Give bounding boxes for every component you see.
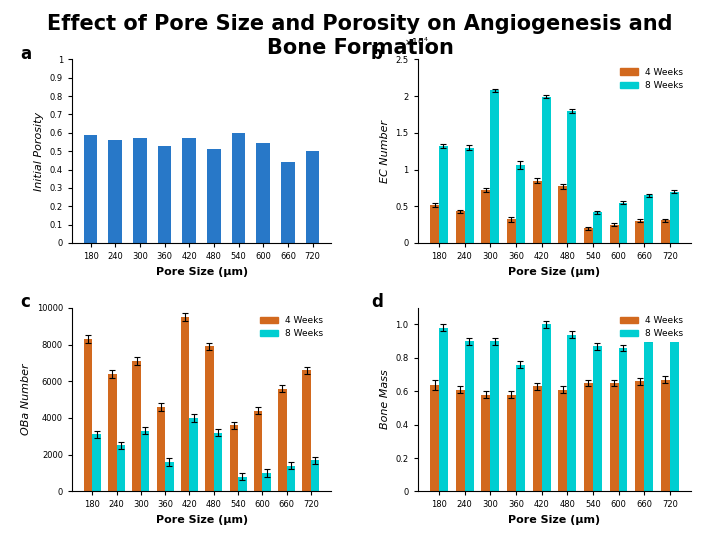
Text: $\times10^{4}$: $\times10^{4}$: [404, 36, 428, 49]
Bar: [133, 138, 147, 243]
Bar: [430, 384, 439, 491]
Bar: [464, 147, 474, 243]
Bar: [132, 361, 141, 491]
Bar: [464, 341, 474, 491]
Bar: [516, 165, 525, 243]
Bar: [214, 433, 222, 491]
Bar: [661, 380, 670, 491]
Bar: [670, 336, 679, 491]
Bar: [232, 133, 246, 243]
Bar: [256, 143, 270, 243]
Bar: [182, 138, 196, 243]
Bar: [306, 151, 320, 243]
Bar: [482, 190, 490, 243]
Legend: 4 Weeks, 8 Weeks: 4 Weeks, 8 Weeks: [616, 312, 687, 342]
Bar: [439, 328, 448, 491]
Bar: [262, 473, 271, 491]
Bar: [533, 386, 541, 491]
Bar: [584, 383, 593, 491]
Bar: [282, 162, 294, 243]
Bar: [207, 150, 221, 243]
Bar: [92, 435, 101, 491]
Bar: [635, 381, 644, 491]
Bar: [439, 146, 448, 243]
Bar: [558, 389, 567, 491]
Bar: [205, 346, 214, 491]
Bar: [661, 220, 670, 243]
Text: c: c: [20, 293, 30, 311]
Bar: [490, 341, 499, 491]
Bar: [158, 146, 171, 243]
Bar: [610, 383, 618, 491]
Y-axis label: Initial Porosity: Initial Porosity: [34, 112, 44, 191]
Text: Effect of Pore Size and Porosity on Angiogenesis and
Bone Formation: Effect of Pore Size and Porosity on Angi…: [48, 14, 672, 58]
Bar: [109, 140, 122, 243]
Bar: [507, 219, 516, 243]
Bar: [117, 446, 125, 491]
Bar: [567, 111, 576, 243]
Bar: [230, 426, 238, 491]
Legend: 4 Weeks, 8 Weeks: 4 Weeks, 8 Weeks: [256, 312, 327, 342]
Bar: [644, 338, 653, 491]
X-axis label: Pore Size (μm): Pore Size (μm): [156, 267, 248, 276]
Text: a: a: [20, 45, 31, 63]
Bar: [456, 389, 464, 491]
X-axis label: Pore Size (μm): Pore Size (μm): [508, 267, 600, 276]
Bar: [84, 339, 92, 491]
X-axis label: Pore Size (μm): Pore Size (μm): [508, 515, 600, 525]
Bar: [490, 90, 499, 243]
Bar: [254, 410, 262, 491]
Bar: [593, 346, 602, 491]
Bar: [567, 334, 576, 491]
Bar: [593, 212, 602, 243]
Text: b: b: [371, 45, 383, 63]
Bar: [558, 186, 567, 243]
Bar: [157, 407, 165, 491]
Text: d: d: [371, 293, 383, 311]
Bar: [635, 221, 644, 243]
Bar: [165, 462, 174, 491]
Bar: [189, 418, 198, 491]
Bar: [507, 395, 516, 491]
Bar: [644, 195, 653, 243]
Bar: [541, 325, 551, 491]
Bar: [541, 97, 551, 243]
Bar: [141, 431, 149, 491]
Bar: [618, 202, 627, 243]
Bar: [618, 348, 627, 491]
Y-axis label: EC Number: EC Number: [380, 120, 390, 183]
Bar: [533, 180, 541, 243]
Bar: [84, 134, 97, 243]
Bar: [278, 389, 287, 491]
Bar: [181, 317, 189, 491]
Bar: [516, 364, 525, 491]
Bar: [610, 225, 618, 243]
Bar: [238, 477, 246, 491]
Bar: [302, 370, 311, 491]
Bar: [584, 228, 593, 243]
Bar: [670, 192, 679, 243]
Bar: [482, 395, 490, 491]
Legend: 4 Weeks, 8 Weeks: 4 Weeks, 8 Weeks: [616, 64, 687, 93]
Y-axis label: OBa Number: OBa Number: [21, 364, 31, 435]
Y-axis label: Bone Mass: Bone Mass: [379, 370, 390, 429]
Bar: [108, 374, 117, 491]
Bar: [430, 205, 439, 243]
X-axis label: Pore Size (μm): Pore Size (μm): [156, 515, 248, 525]
Bar: [311, 460, 320, 491]
Bar: [287, 465, 295, 491]
Bar: [456, 212, 464, 243]
